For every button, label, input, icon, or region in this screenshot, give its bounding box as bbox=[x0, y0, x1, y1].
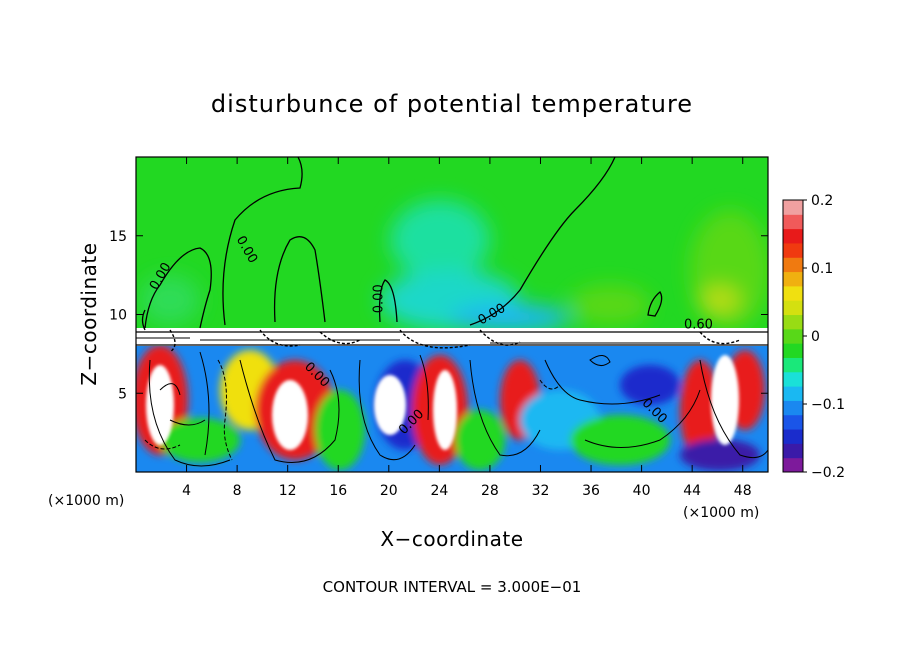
colorbar-tick-label: 0.2 bbox=[811, 193, 833, 209]
plot-field bbox=[136, 157, 768, 472]
neutral-eddy bbox=[315, 390, 365, 470]
contour-label: 0.00 bbox=[371, 284, 386, 313]
lower-field-cores bbox=[146, 355, 739, 450]
colorbar-swatch bbox=[783, 386, 803, 401]
y-tick-label: 10 bbox=[109, 308, 127, 324]
inversion-dashed-contours bbox=[169, 329, 741, 353]
colorbar-swatch bbox=[783, 457, 803, 473]
warm-anomaly bbox=[700, 286, 740, 314]
colorbar-swatch bbox=[783, 214, 803, 230]
colorbar-swatch bbox=[783, 371, 803, 387]
contour-interval-note: CONTOUR INTERVAL = 3.000E−01 bbox=[323, 578, 582, 596]
colorbar-swatch bbox=[783, 200, 803, 215]
colorbar-swatch bbox=[783, 300, 803, 316]
upper-field-anomalies bbox=[140, 200, 768, 332]
colorbar-tick-label: 0 bbox=[811, 329, 820, 345]
colorbar-swatch bbox=[783, 257, 803, 273]
eddy-core bbox=[272, 380, 308, 450]
x-axis-title: X−coordinate bbox=[380, 527, 523, 551]
colorbar-tick-label: −0.1 bbox=[811, 397, 845, 413]
colorbar-swatch bbox=[783, 271, 803, 287]
x-tick-label: 20 bbox=[380, 483, 398, 499]
x-unit-right: (×1000 m) bbox=[683, 505, 759, 521]
neutral-eddy bbox=[160, 418, 240, 462]
y-axis: 5 10 15 bbox=[109, 229, 768, 402]
colorbar bbox=[783, 200, 803, 473]
x-unit-left: (×1000 m) bbox=[48, 493, 124, 509]
x-tick-label: 24 bbox=[430, 483, 448, 499]
negative-dashed-contours bbox=[144, 359, 561, 461]
colorbar-swatch bbox=[783, 343, 803, 358]
colorbar-swatch bbox=[783, 429, 803, 444]
x-tick-label: 8 bbox=[233, 483, 242, 499]
colorbar-swatch bbox=[783, 242, 803, 258]
neutral-eddy bbox=[570, 415, 670, 465]
inversion-inner-contour bbox=[136, 337, 700, 344]
x-tick-label: 48 bbox=[734, 483, 752, 499]
colorbar-swatch bbox=[783, 414, 803, 430]
x-tick-label: 16 bbox=[329, 483, 347, 499]
eddy-core bbox=[374, 375, 406, 435]
eddy-core bbox=[711, 355, 739, 445]
colorbar-swatch bbox=[783, 328, 803, 344]
cool-anomaly bbox=[390, 200, 490, 280]
warm-anomaly bbox=[570, 285, 650, 325]
colorbar-ticks: 0.2 0.1 0 −0.1 −0.2 bbox=[803, 193, 845, 481]
x-tick-label: 4 bbox=[182, 483, 191, 499]
warm-eddy bbox=[680, 360, 720, 460]
cold-eddy bbox=[680, 439, 760, 471]
colorbar-tick-label: −0.2 bbox=[811, 465, 845, 481]
cool-anomaly bbox=[450, 304, 570, 332]
cool-anomaly bbox=[140, 275, 200, 325]
y-axis-title: Z−coordinate bbox=[77, 242, 101, 385]
colorbar-swatch bbox=[783, 228, 803, 244]
y-tick-label: 5 bbox=[118, 386, 127, 402]
x-tick-label: 36 bbox=[582, 483, 600, 499]
lower-layer-contours bbox=[148, 351, 768, 467]
x-tick-label: 40 bbox=[633, 483, 651, 499]
x-tick-label: 32 bbox=[532, 483, 550, 499]
eddy-core bbox=[433, 370, 457, 450]
y-tick-label: 15 bbox=[109, 229, 127, 245]
neutral-eddy bbox=[455, 410, 505, 470]
x-tick-label: 44 bbox=[683, 483, 701, 499]
x-tick-label: 12 bbox=[279, 483, 297, 499]
colorbar-tick-label: 0.1 bbox=[811, 261, 833, 277]
colorbar-swatch bbox=[783, 285, 803, 301]
cold-eddy bbox=[620, 365, 680, 405]
contour-label: 0.60 bbox=[684, 318, 713, 333]
chart-title: disturbunce of potential temperature bbox=[211, 90, 693, 118]
x-axis: 4 8 12 16 20 24 28 32 36 40 44 48 bbox=[182, 157, 752, 499]
zero-contours-upper bbox=[141, 157, 663, 331]
colorbar-swatch bbox=[783, 314, 803, 330]
colorbar-swatch bbox=[783, 443, 803, 459]
colorbar-swatch bbox=[783, 400, 803, 416]
colorbar-swatch bbox=[783, 357, 803, 373]
x-tick-label: 28 bbox=[481, 483, 499, 499]
